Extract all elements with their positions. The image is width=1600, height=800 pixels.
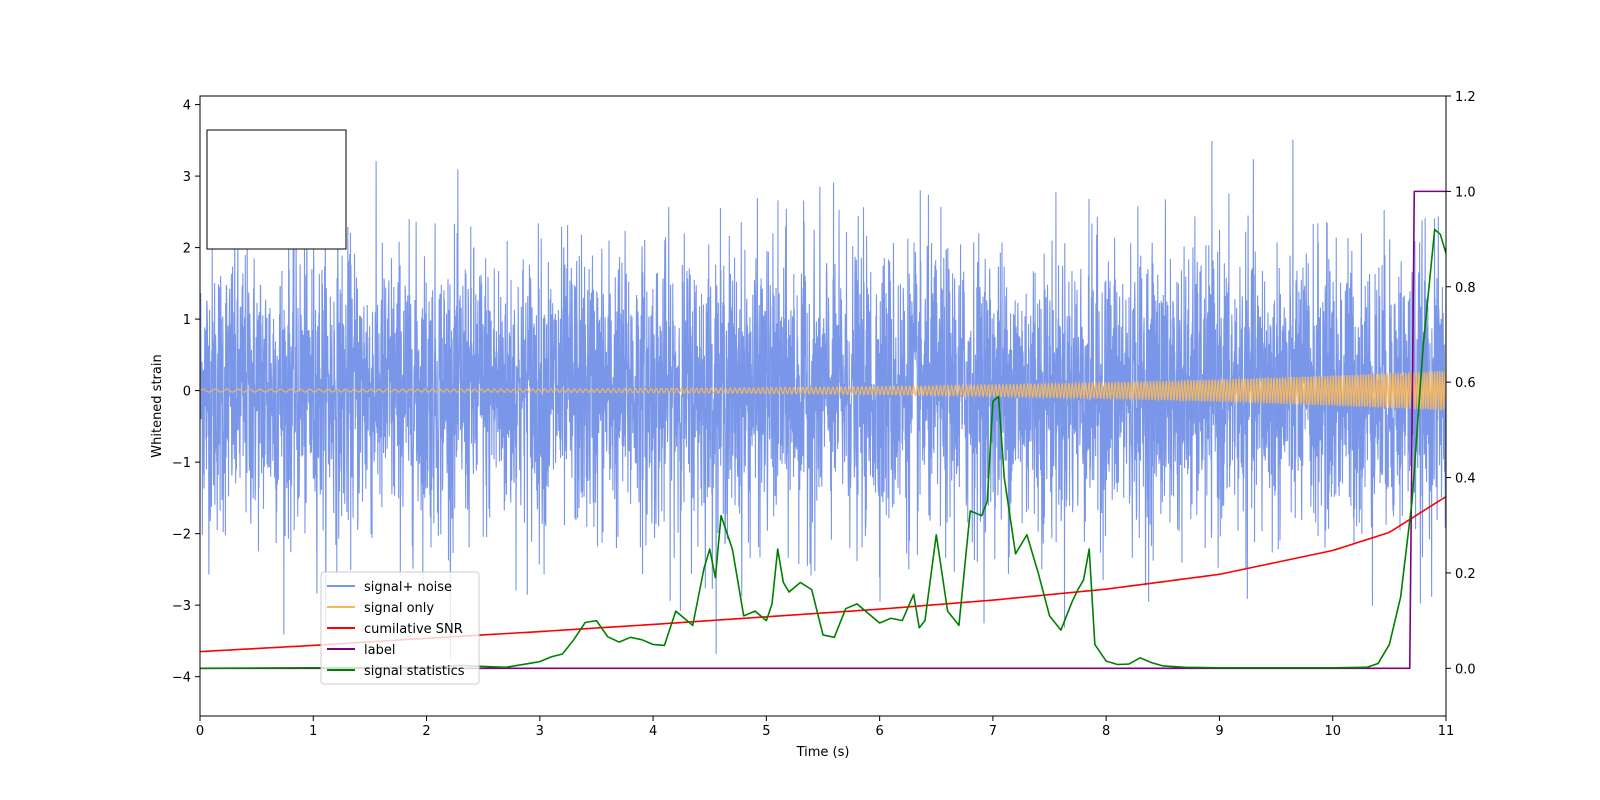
y-tick-label: −3 xyxy=(172,599,191,614)
series-line-signal-statistics xyxy=(200,228,1446,670)
y-tick-label: −1 xyxy=(172,456,191,471)
series-line-label xyxy=(200,190,1446,670)
y2-tick-label: 1.0 xyxy=(1455,185,1476,200)
x-tick-label: 3 xyxy=(536,724,544,739)
x-tick-label: 7 xyxy=(989,724,997,739)
annotation-box: SNRopt=15.96Mc=14.99SNRMF=[16.03]CSNR=15… xyxy=(206,129,347,250)
x-axis: 0 1 2 3 4 5 6 7 8 9 10 11 xyxy=(196,716,1454,739)
legend: signal+ noise signal only cumilative SNR la… xyxy=(320,571,480,685)
x-tick-label: 9 xyxy=(1215,724,1223,739)
x-tick-label: 11 xyxy=(1438,724,1455,739)
y2-tick-label: 0.0 xyxy=(1455,662,1476,677)
x-tick-label: 8 xyxy=(1102,724,1110,739)
y-tick-label: 2 xyxy=(183,242,191,257)
x-tick-label: 2 xyxy=(422,724,430,739)
y-axis-left: −4 −3 −2 −1 0 1 2 3 4 xyxy=(172,99,200,686)
y-axis-right: 0.0 0.2 0.4 0.6 0.8 1.0 1.2 xyxy=(1446,90,1476,677)
y-tick-label: −2 xyxy=(172,528,191,543)
y2-tick-label: 1.2 xyxy=(1455,90,1476,105)
y-tick-label: 3 xyxy=(183,170,191,185)
y-tick-label: −4 xyxy=(172,671,191,686)
series-line-signal-only xyxy=(200,370,1446,411)
y-tick-label: 4 xyxy=(183,99,191,114)
plot-frame xyxy=(199,95,1447,717)
x-tick-label: 4 xyxy=(649,724,657,739)
legend-label: signal statistics xyxy=(364,664,465,679)
y2-tick-label: 0.8 xyxy=(1455,281,1476,296)
x-tick-label: 6 xyxy=(875,724,883,739)
x-tick-label: 0 xyxy=(196,724,204,739)
x-tick-label: 10 xyxy=(1324,724,1341,739)
y-axis-label: Whitened strain xyxy=(150,354,165,457)
legend-label: signal only xyxy=(364,601,434,616)
legend-label: cumilative SNR xyxy=(364,622,463,637)
y2-tick-label: 0.2 xyxy=(1455,567,1476,582)
x-tick-label: 1 xyxy=(309,724,317,739)
x-axis-label: Time (s) xyxy=(796,745,850,760)
x-tick-label: 5 xyxy=(762,724,770,739)
y2-tick-label: 0.6 xyxy=(1455,376,1476,391)
y-tick-label: 1 xyxy=(183,313,191,328)
y-tick-label: 0 xyxy=(183,385,191,400)
legend-label: label xyxy=(364,643,395,658)
legend-label: signal+ noise xyxy=(364,580,452,595)
y2-tick-label: 0.4 xyxy=(1455,472,1476,487)
